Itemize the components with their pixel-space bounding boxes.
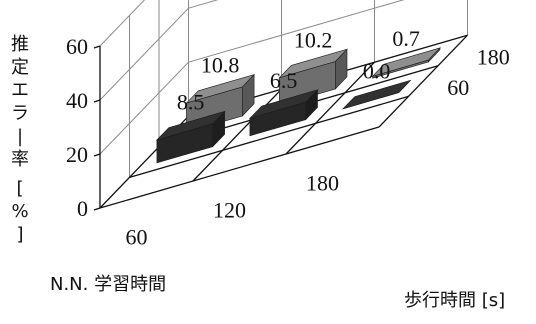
y-tick-label: 20 xyxy=(66,142,88,167)
z-tick-label: 180 xyxy=(477,45,510,70)
floor-line xyxy=(378,34,468,128)
bar xyxy=(248,89,319,137)
chart-labels: 10.8 10.2 0.7 8.5 6.5 0.0 0 20 40 60 推定エラ|率[%] 60 12… xyxy=(11,26,510,311)
y-tick-label: 0 xyxy=(77,196,88,221)
z-axis-title: 歩行時間 [s] xyxy=(404,290,505,311)
data-label: 0.7 xyxy=(392,26,420,51)
floor-line xyxy=(285,61,375,155)
bar-top xyxy=(371,47,441,77)
x-tick-label: 180 xyxy=(306,171,339,196)
y-tick-mark xyxy=(93,153,101,157)
bar-top xyxy=(248,89,319,119)
bar xyxy=(185,73,256,133)
bar xyxy=(371,47,441,79)
bar xyxy=(155,110,226,164)
data-label: 10.8 xyxy=(201,53,240,78)
bar xyxy=(341,79,412,110)
y-tick-mark xyxy=(93,99,101,103)
y-axis-title: 推定エラ|率[%] xyxy=(11,34,29,245)
bar-top xyxy=(278,48,348,79)
x-tick-label: 120 xyxy=(213,198,246,223)
bar xyxy=(278,48,348,106)
x-axis-title: N.N. 学習時間 xyxy=(50,274,166,295)
x-tick-label: 60 xyxy=(126,225,148,250)
chart-walls xyxy=(93,0,468,211)
bar-top xyxy=(155,110,226,141)
y-tick-label: 40 xyxy=(66,88,88,113)
chart-bars xyxy=(155,47,441,164)
data-label: 10.2 xyxy=(294,27,333,52)
data-label: 0.0 xyxy=(363,58,391,83)
floor-line xyxy=(129,95,409,179)
y-tick-mark xyxy=(93,45,101,49)
y-tick-mark xyxy=(93,207,101,211)
chart-floor xyxy=(99,34,468,209)
data-label: 8.5 xyxy=(177,90,205,115)
bar-top xyxy=(341,79,412,110)
floor-line xyxy=(99,126,380,209)
z-tick-label: 60 xyxy=(447,75,469,100)
y-tick-label: 60 xyxy=(66,34,88,59)
bar-top xyxy=(185,73,256,104)
data-label: 6.5 xyxy=(270,68,298,93)
